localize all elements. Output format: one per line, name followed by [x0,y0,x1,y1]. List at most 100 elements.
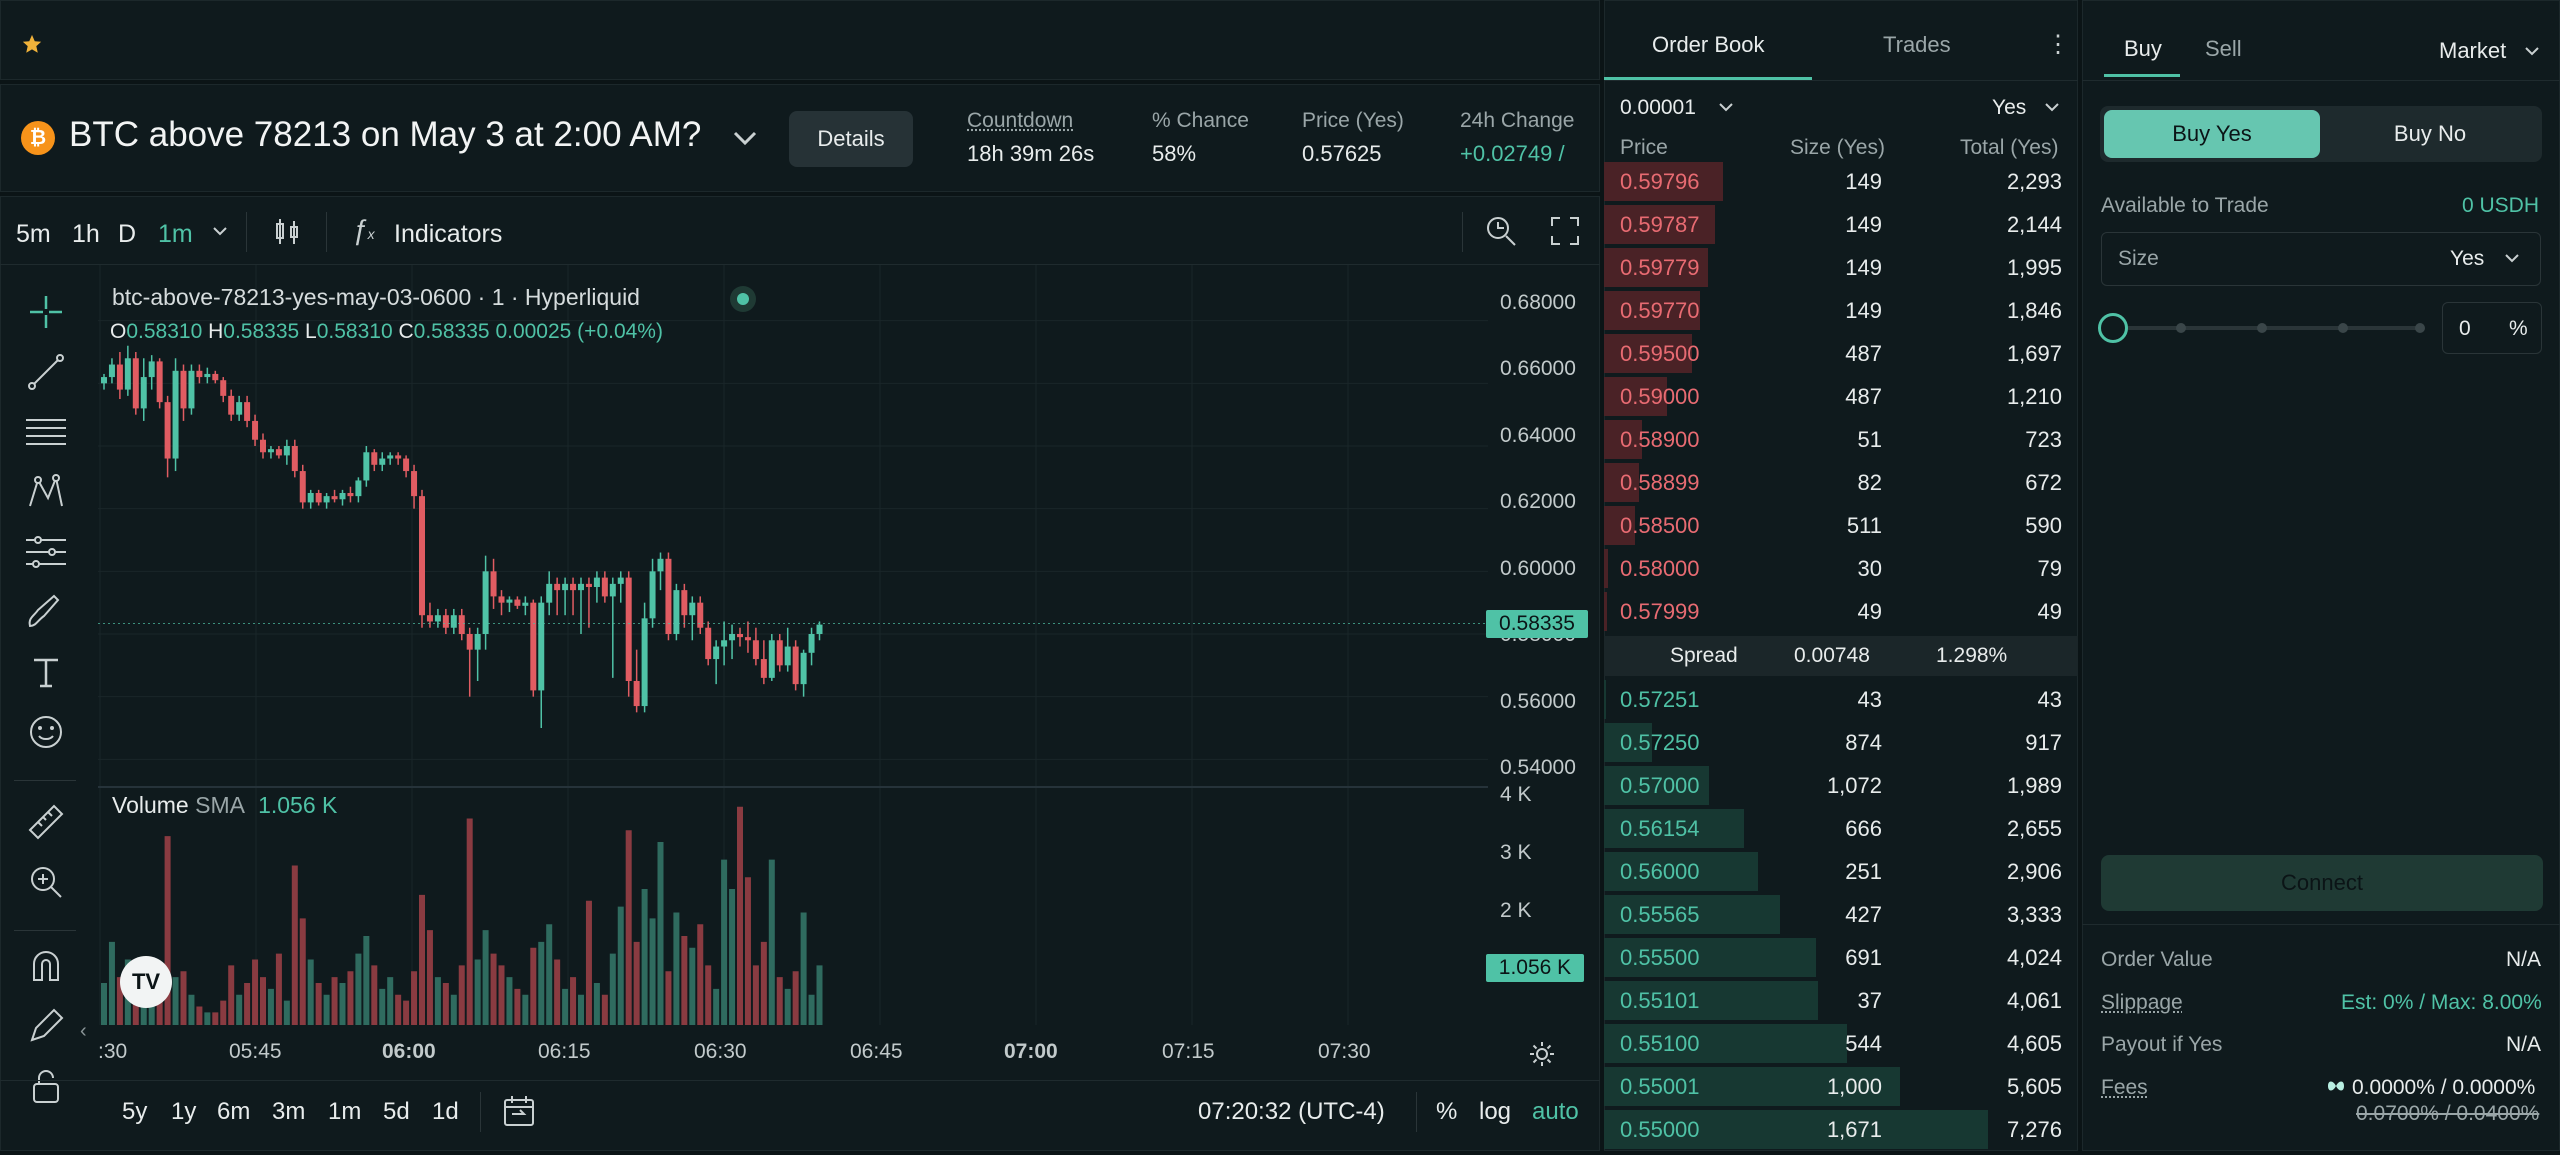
ask-row[interactable]: 0.58000 30 79 [1604,547,2078,590]
tab-sell[interactable]: Sell [2205,36,2242,61]
interval-1h[interactable]: 1h [72,220,100,248]
ask-row[interactable]: 0.59770 149 1,846 [1604,289,2078,332]
range-5y[interactable]: 5y [122,1098,148,1125]
bid-row[interactable]: 0.55565 427 3,333 [1604,893,2078,936]
volume-bar [752,965,759,1025]
bid-total: 43 [2037,687,2062,712]
ask-row[interactable]: 0.59796 149 2,293 [1604,160,2078,203]
buy-no-button[interactable]: Buy No [2393,121,2467,146]
range-6m[interactable]: 6m [217,1098,251,1125]
bid-row[interactable]: 0.55000 1,671 7,276 [1604,1108,2078,1151]
volume-bar [689,947,696,1025]
ask-row[interactable]: 0.59779 149 1,995 [1604,246,2078,289]
price-chart[interactable] [98,265,1498,1025]
interval-d[interactable]: D [118,220,137,248]
ruler-icon[interactable] [24,800,68,844]
zoom-in-icon[interactable] [24,860,68,904]
sma-value: 1.056 K [258,792,338,818]
range-3m[interactable]: 3m [272,1098,306,1125]
auto-scale-toggle[interactable]: auto [1532,1098,1579,1125]
size-unit-chevron-icon[interactable] [2504,253,2520,265]
tick-size-chevron-icon[interactable] [1718,102,1734,114]
buy-yes-button[interactable]: Buy Yes [2104,110,2320,158]
interval-5m[interactable]: 5m [16,220,51,248]
indicators-icon[interactable]: ƒx [352,214,375,245]
tick-size-select[interactable]: 0.00001 [1620,96,1696,119]
bid-row[interactable]: 0.55500 691 4,024 [1604,936,2078,979]
emoji-icon[interactable] [24,710,68,754]
pencil-lock-icon[interactable] [24,1004,68,1048]
percent-scale-toggle[interactable]: % [1436,1098,1458,1125]
interval-1m[interactable]: 1m [158,220,193,248]
fees-label[interactable]: Fees [2101,1076,2148,1099]
collapse-toolbar-icon[interactable]: ‹ [80,1020,87,1042]
candle-body [808,634,815,653]
lock-icon[interactable] [24,1064,68,1108]
bid-row[interactable]: 0.56154 666 2,655 [1604,807,2078,850]
size-unit-select[interactable]: Yes [2450,247,2485,270]
size-slider-track[interactable] [2113,326,2421,330]
details-button[interactable]: Details [789,111,913,167]
magnet-search-icon[interactable] [1484,214,1518,248]
spread-pct: 1.298% [1936,644,2008,667]
tradingview-logo[interactable]: TV [120,956,172,1008]
range-5d[interactable]: 5d [383,1098,410,1125]
bid-row[interactable]: 0.57000 1,072 1,989 [1604,764,2078,807]
ask-row[interactable]: 0.59500 487 1,697 [1604,332,2078,375]
payout-value: N/A [2506,1033,2542,1056]
crosshair-icon[interactable] [24,290,68,334]
percent-input[interactable]: 0 % [2442,302,2542,354]
range-1m[interactable]: 1m [328,1098,362,1125]
orderbook-side-select[interactable]: Yes [1992,96,2027,119]
range-1d[interactable]: 1d [432,1098,459,1125]
bid-row[interactable]: 0.55001 1,000 5,605 [1604,1065,2078,1108]
bid-row[interactable]: 0.56000 251 2,906 [1604,850,2078,893]
candle-body [236,402,243,415]
settings-gear-icon[interactable] [1528,1040,1556,1068]
volume-bar [737,806,743,1025]
star-icon[interactable] [21,33,43,55]
calendar-icon[interactable] [502,1094,536,1128]
trend-line-icon[interactable] [24,350,68,394]
magnet-icon[interactable] [24,944,68,988]
ask-row[interactable]: 0.58899 82 672 [1604,461,2078,504]
candle-body [172,370,179,459]
range-1y[interactable]: 1y [171,1098,197,1125]
ask-row[interactable]: 0.59000 487 1,210 [1604,375,2078,418]
ask-row[interactable]: 0.57999 49 49 [1604,590,2078,633]
pattern-icon[interactable] [24,470,68,514]
ask-row[interactable]: 0.59787 149 2,144 [1604,203,2078,246]
measure-lines-icon[interactable] [24,530,68,574]
more-menu-icon[interactable]: ⋮ [2046,31,2070,58]
ask-row[interactable]: 0.58900 51 723 [1604,418,2078,461]
brush-icon[interactable] [24,590,68,634]
connect-button[interactable]: Connect [2101,855,2543,911]
tab-trades[interactable]: Trades [1883,32,1951,57]
ask-row[interactable]: 0.58500 511 590 [1604,504,2078,547]
size-input[interactable]: Size Yes [2101,232,2541,286]
tab-buy[interactable]: Buy [2124,36,2162,61]
ask-total: 723 [2025,427,2062,452]
order-type-chevron-icon[interactable] [2524,46,2540,58]
order-type-select[interactable]: Market [2439,38,2507,63]
candle-body [490,571,497,597]
tab-order-book[interactable]: Order Book [1652,32,1765,57]
indicators-button[interactable]: Indicators [394,220,503,248]
text-tool-icon[interactable] [24,650,68,694]
size-slider-handle[interactable] [2098,313,2128,343]
fib-lines-icon[interactable] [24,410,68,454]
chevron-down-icon[interactable] [731,129,759,147]
slippage-label[interactable]: Slippage [2101,991,2183,1014]
volume-bar [108,941,115,1025]
bid-row[interactable]: 0.57251 43 43 [1604,678,2078,721]
bid-row[interactable]: 0.55101 37 4,061 [1604,979,2078,1022]
interval-chevron-icon[interactable] [212,226,228,238]
bid-row[interactable]: 0.55100 544 4,605 [1604,1022,2078,1065]
log-scale-toggle[interactable]: log [1479,1098,1512,1125]
side-chevron-icon[interactable] [2044,102,2060,114]
chart-clock[interactable]: 07:20:32 (UTC-4) [1198,1098,1385,1125]
candle-type-icon[interactable] [272,216,302,248]
bid-row[interactable]: 0.57250 874 917 [1604,721,2078,764]
candle-body [474,634,481,650]
fullscreen-icon[interactable] [1550,216,1580,246]
